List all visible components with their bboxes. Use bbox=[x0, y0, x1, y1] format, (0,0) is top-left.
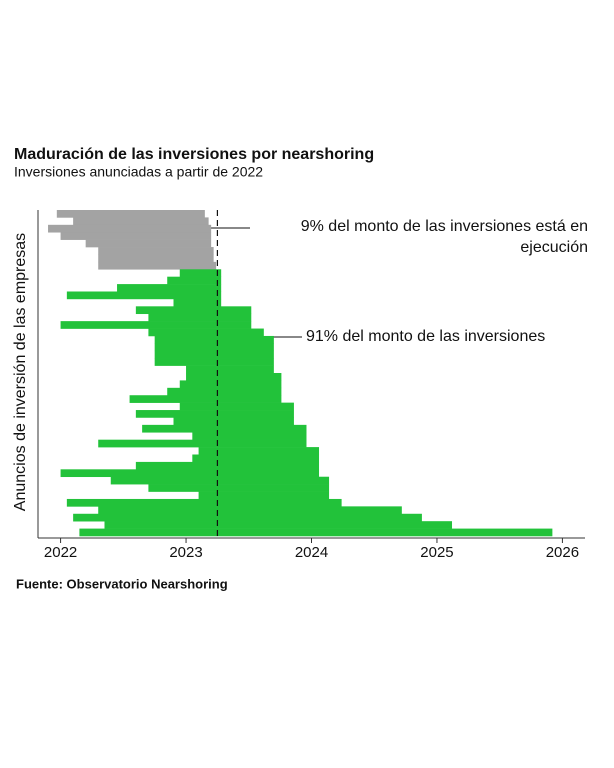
bar bbox=[148, 484, 330, 492]
bar bbox=[66, 498, 342, 507]
bar bbox=[154, 358, 274, 366]
bar bbox=[98, 254, 214, 263]
bar bbox=[98, 506, 402, 515]
chart-subtitle: Inversiones anunciadas a partir de 2022 bbox=[14, 164, 263, 180]
bar bbox=[104, 521, 453, 529]
bar bbox=[192, 432, 307, 440]
bar bbox=[148, 313, 252, 322]
bar bbox=[60, 469, 320, 478]
bar bbox=[154, 350, 274, 359]
bar bbox=[73, 217, 209, 226]
bar bbox=[129, 395, 282, 403]
bar bbox=[142, 424, 307, 433]
bar bbox=[73, 513, 422, 522]
bar bbox=[198, 447, 320, 455]
bar bbox=[135, 461, 320, 470]
x-tick-label: 2025 bbox=[420, 544, 453, 561]
y-axis-label: Anuncios de inversión de las empresas bbox=[12, 233, 29, 511]
bar bbox=[110, 476, 330, 485]
bar bbox=[167, 276, 222, 285]
bar bbox=[98, 261, 217, 270]
bar bbox=[117, 284, 222, 292]
bar bbox=[60, 232, 212, 240]
bar bbox=[186, 365, 274, 374]
bar bbox=[167, 387, 282, 396]
bar bbox=[135, 410, 294, 418]
bar bbox=[173, 298, 222, 307]
x-tick-label: 2022 bbox=[44, 544, 77, 561]
annotation: 9% del monto de las inversiones está en … bbox=[300, 218, 588, 256]
bar bbox=[98, 247, 214, 255]
bar bbox=[198, 491, 330, 500]
bar bbox=[179, 269, 222, 277]
bar bbox=[98, 439, 307, 448]
bar bbox=[154, 343, 274, 352]
bar bbox=[135, 306, 252, 315]
chart-title: Maduración de las inversiones por nearsh… bbox=[14, 146, 374, 163]
bar bbox=[79, 528, 553, 537]
bar bbox=[85, 239, 212, 248]
bar bbox=[192, 454, 320, 463]
bar bbox=[66, 291, 222, 300]
annotation: 91% del monto de las inversiones bbox=[306, 328, 546, 345]
bar bbox=[186, 373, 282, 381]
bar bbox=[48, 224, 212, 233]
bar bbox=[148, 328, 264, 337]
bar bbox=[56, 210, 205, 218]
bar bbox=[60, 321, 252, 329]
bar bbox=[173, 417, 294, 426]
x-tick-label: 2026 bbox=[546, 544, 579, 561]
x-tick-label: 2023 bbox=[169, 544, 202, 561]
bar bbox=[154, 335, 274, 344]
x-tick-label: 2024 bbox=[295, 544, 328, 561]
source: Fuente: Observatorio Nearshoring bbox=[16, 576, 228, 591]
bar bbox=[179, 380, 282, 389]
bar bbox=[179, 402, 294, 411]
